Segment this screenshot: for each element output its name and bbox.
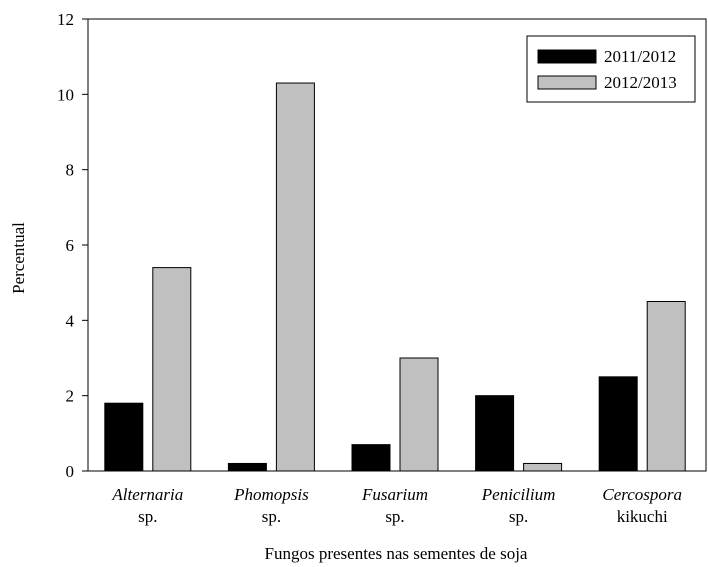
- category-label: Penicilium: [481, 485, 556, 504]
- category-label: Cercospora: [602, 485, 682, 504]
- y-tick-label: 12: [57, 10, 74, 29]
- category-label: Fusarium: [361, 485, 428, 504]
- bar-series1: [475, 395, 515, 472]
- y-tick-label: 4: [66, 311, 75, 330]
- x-axis-title: Fungos presentes nas sementes de soja: [265, 544, 528, 563]
- bar-series2: [152, 267, 192, 472]
- bar-series2: [523, 462, 563, 472]
- category-label-line2: sp.: [138, 507, 157, 526]
- category-label: Phomopsis: [233, 485, 309, 504]
- bar-series2: [646, 301, 686, 472]
- bar-series1: [598, 376, 638, 472]
- legend-label: 2011/2012: [604, 47, 676, 66]
- y-tick-label: 8: [66, 161, 75, 180]
- category-label-line2: sp.: [385, 507, 404, 526]
- legend: 2011/2012 2012/2013: [526, 35, 696, 103]
- bar-series2: [399, 357, 439, 472]
- y-axis: 0 2 4 6 8 10 12: [57, 10, 88, 481]
- bars: [104, 82, 686, 472]
- legend-box: [526, 35, 696, 103]
- y-tick-label: 2: [66, 387, 75, 406]
- category-label-line2: sp.: [262, 507, 281, 526]
- legend-swatch: [537, 49, 597, 64]
- bar-series2: [275, 82, 315, 472]
- x-axis: Alternaria sp. Phomopsis sp. Fusarium sp. Peni…: [111, 485, 682, 526]
- legend-label: 2012/2013: [604, 73, 677, 92]
- bar-series1: [351, 444, 391, 472]
- y-axis-title: Percentual: [9, 222, 28, 294]
- legend-swatch: [537, 75, 597, 90]
- category-label: Alternaria: [111, 485, 183, 504]
- category-label-line2: sp.: [509, 507, 528, 526]
- bar-series1: [227, 462, 267, 472]
- y-tick-label: 0: [66, 462, 75, 481]
- bar-series1: [104, 402, 144, 472]
- y-tick-label: 6: [66, 236, 75, 255]
- y-tick-label: 10: [57, 85, 74, 104]
- category-label-line2: kikuchi: [617, 507, 668, 526]
